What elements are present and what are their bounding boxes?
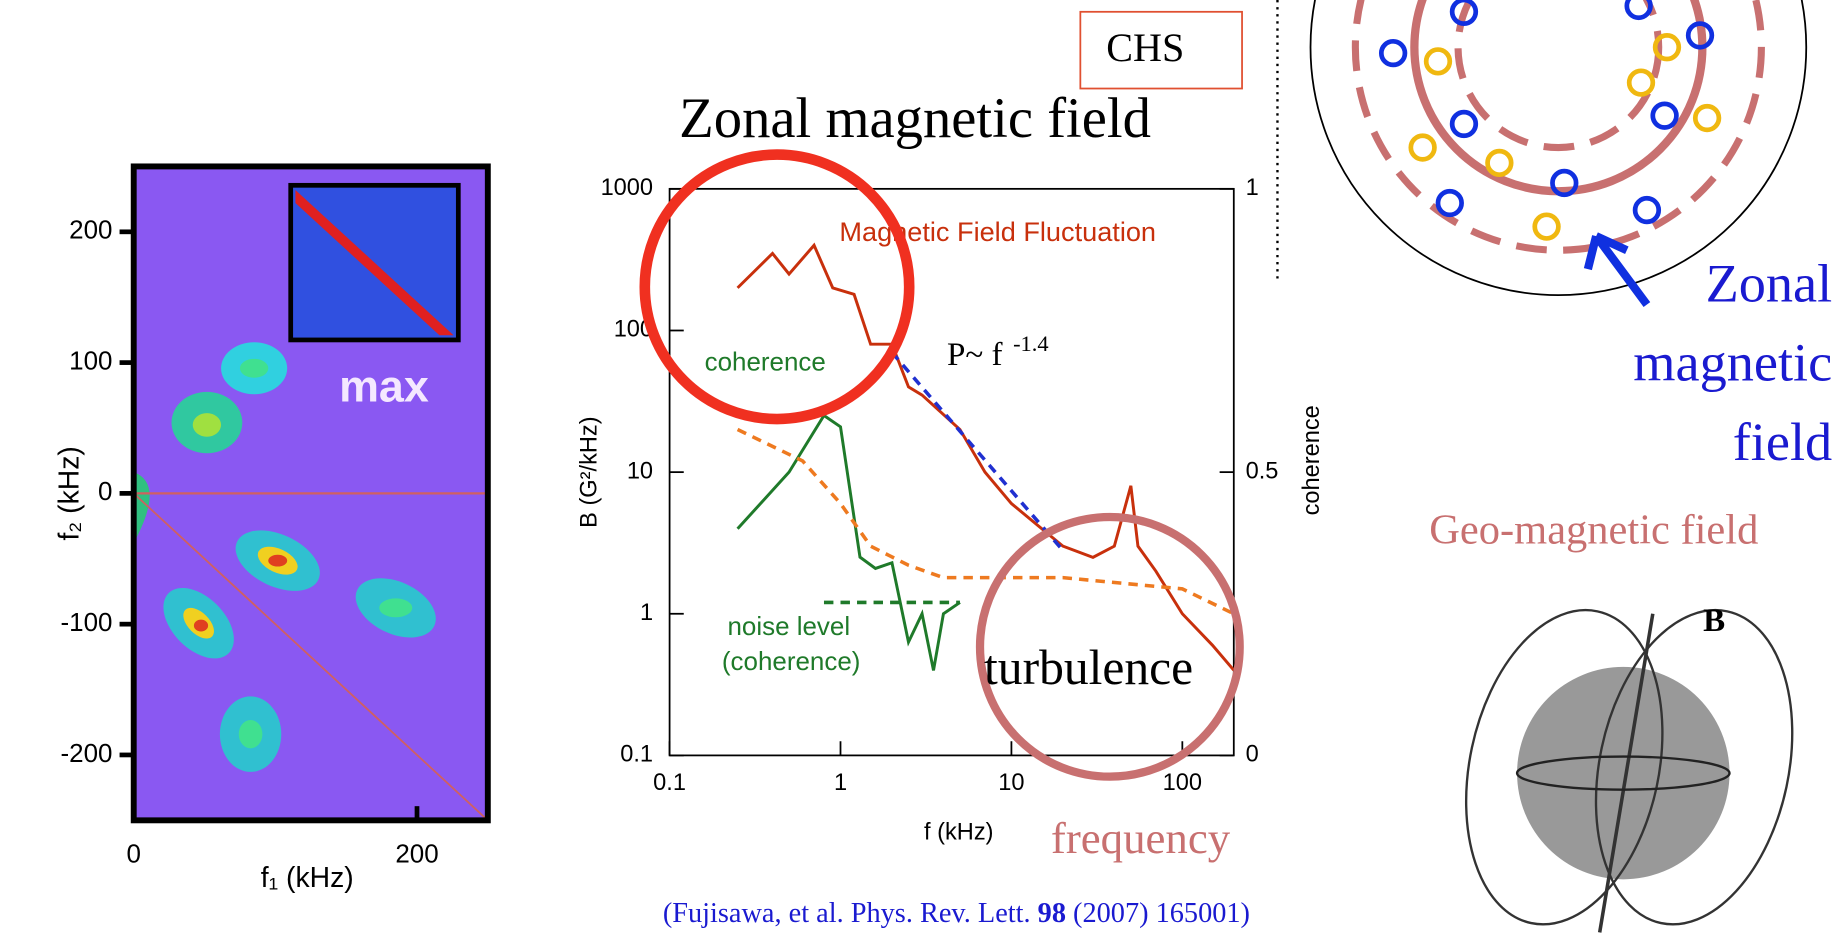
series-line xyxy=(736,242,1235,672)
annotation: P~ f xyxy=(947,337,1002,373)
zonal-label: magnetic xyxy=(1633,333,1832,393)
annotation: -1.4 xyxy=(1013,331,1048,356)
x-axis-label: f₁ (kHz) xyxy=(261,862,354,894)
x-tick-label: 200 xyxy=(395,839,438,869)
chs-box xyxy=(1079,10,1243,90)
overlay: turbulence frequency (Fujisawa, et al. Phy… xyxy=(639,0,1833,933)
highlight-circle xyxy=(975,512,1244,781)
earth-diagram xyxy=(1464,608,1794,933)
heatmap-blobs xyxy=(133,342,489,821)
y-tick-label: 0.1 xyxy=(620,742,653,768)
y2-tick-label: 1 xyxy=(1246,175,1259,201)
y-tick-label: -100 xyxy=(61,607,113,637)
geo-label: Geo-magnetic field xyxy=(1429,506,1758,553)
y-axis-label: B (G²/kHz) xyxy=(577,416,603,527)
x-tick-label: 10 xyxy=(998,770,1024,796)
series-line xyxy=(890,351,1065,552)
annotation: max xyxy=(339,360,429,411)
x-tick-label: 0.1 xyxy=(653,770,686,796)
y2-tick-label: 0 xyxy=(1246,742,1259,768)
chart-title: Zonal magnetic field xyxy=(679,88,1151,150)
y2-tick-label: 0.5 xyxy=(1246,458,1279,484)
spectrum-panel: CHS Zonal magnetic field 0.1 1 10 100 1000 0 0.… xyxy=(577,10,1325,846)
citation-part: (Fujisawa, et al. Phys. Rev. Lett. xyxy=(663,897,1038,928)
citation: (Fujisawa, et al. Phys. Rev. Lett. 98 (2… xyxy=(663,897,1250,928)
y-tick-label: 10 xyxy=(627,458,653,484)
y-tick-label: 1 xyxy=(640,600,653,626)
zonal-label: field xyxy=(1733,412,1832,472)
b-label: B xyxy=(1703,603,1725,639)
inset-diagonal xyxy=(295,190,454,336)
torus-diagram xyxy=(1309,0,1808,307)
y-tick-label: 0 xyxy=(98,476,112,506)
series-line xyxy=(736,427,1235,616)
y-tick-label: -200 xyxy=(61,738,113,768)
y-tick-label: 200 xyxy=(69,215,112,245)
annotation: frequency xyxy=(1051,813,1231,863)
zonal-label: Zonal xyxy=(1706,254,1833,314)
series-line xyxy=(736,413,961,671)
citation-part: (2007) 165001) xyxy=(1066,897,1250,928)
x-tick-label: 100 xyxy=(1163,770,1202,796)
bicoherence-panel: -200 -100 0 100 200 0 200 f₁ (kHz) f₂ (kHz) max xyxy=(54,163,491,894)
highlight-circle xyxy=(639,149,915,425)
annotation: noise level xyxy=(727,611,850,641)
y-axis-label: f₂ (kHz) xyxy=(54,446,86,540)
y-tick-label: 1000 xyxy=(601,175,654,201)
series-label: coherence xyxy=(705,346,826,376)
y2-axis-label: coherence xyxy=(1299,405,1325,515)
citation-part: 98 xyxy=(1038,897,1066,928)
annotation: (coherence) xyxy=(722,646,860,676)
x-axis-label: f (kHz) xyxy=(924,820,993,846)
y-tick-label: 100 xyxy=(69,345,112,375)
x-tick-label: 1 xyxy=(834,770,847,796)
x-tick-label: 0 xyxy=(127,839,141,869)
annotation: turbulence xyxy=(984,640,1193,695)
chs-label: CHS xyxy=(1106,25,1184,70)
